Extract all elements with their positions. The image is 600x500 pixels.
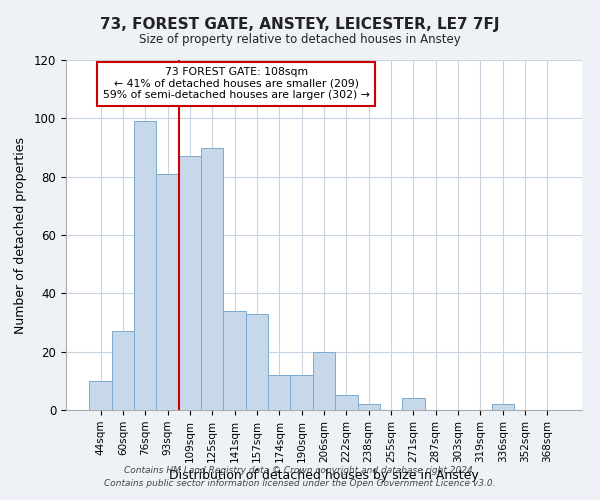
Bar xyxy=(268,375,290,410)
Bar xyxy=(491,404,514,410)
Y-axis label: Number of detached properties: Number of detached properties xyxy=(14,136,27,334)
Bar xyxy=(134,122,157,410)
Bar xyxy=(157,174,179,410)
Bar xyxy=(358,404,380,410)
Text: 73, FOREST GATE, ANSTEY, LEICESTER, LE7 7FJ: 73, FOREST GATE, ANSTEY, LEICESTER, LE7 … xyxy=(100,18,500,32)
Bar xyxy=(201,148,223,410)
Text: 73 FOREST GATE: 108sqm
← 41% of detached houses are smaller (209)
59% of semi-de: 73 FOREST GATE: 108sqm ← 41% of detached… xyxy=(103,67,370,100)
Bar xyxy=(402,398,425,410)
Text: Size of property relative to detached houses in Anstey: Size of property relative to detached ho… xyxy=(139,32,461,46)
Text: Contains HM Land Registry data © Crown copyright and database right 2024.
Contai: Contains HM Land Registry data © Crown c… xyxy=(104,466,496,487)
Bar xyxy=(223,311,246,410)
Bar xyxy=(246,314,268,410)
Bar xyxy=(313,352,335,410)
Bar xyxy=(179,156,201,410)
X-axis label: Distribution of detached houses by size in Anstey: Distribution of detached houses by size … xyxy=(169,469,479,482)
Bar xyxy=(335,396,358,410)
Bar xyxy=(112,331,134,410)
Bar xyxy=(89,381,112,410)
Bar xyxy=(290,375,313,410)
